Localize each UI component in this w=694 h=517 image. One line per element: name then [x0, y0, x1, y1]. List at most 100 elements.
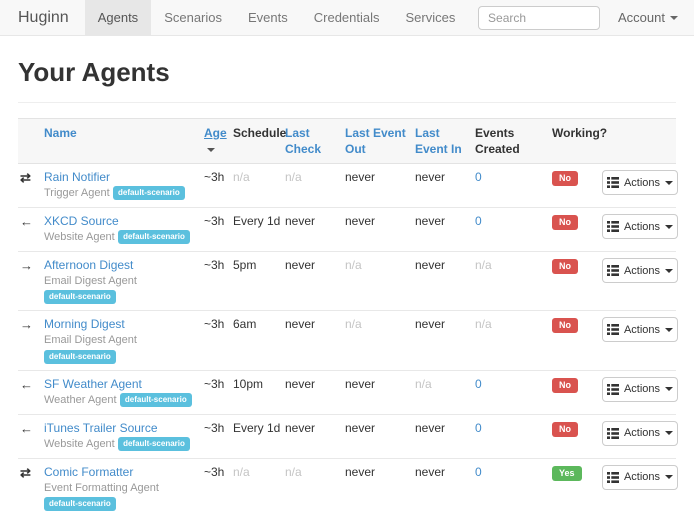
events-created-cell: 0: [473, 457, 550, 517]
th-list-icon: [606, 221, 619, 232]
working-cell: No: [550, 413, 602, 459]
th-list-icon: [606, 427, 619, 439]
last-event-in-cell: never: [413, 413, 473, 459]
arrow-left-icon: ←: [20, 420, 33, 436]
age-cell: ~3h: [202, 207, 231, 252]
scenario-badge[interactable]: default-scenario: [118, 436, 190, 451]
events-created-link[interactable]: 0: [475, 214, 482, 228]
chevron-down-icon: [665, 327, 674, 332]
chevron-down-icon: [665, 224, 674, 229]
col-header-age[interactable]: Age: [202, 118, 231, 164]
col-header-last-event-in[interactable]: Last Event In: [413, 118, 473, 164]
actions-button[interactable]: Actions: [602, 214, 678, 239]
account-menu[interactable]: Account: [618, 10, 678, 25]
col-header-last-check[interactable]: Last Check: [283, 118, 343, 164]
agent-name-link[interactable]: SF Weather Agent: [44, 376, 142, 391]
col-header-label: Last Event Out: [345, 126, 406, 156]
working-cell: No: [550, 250, 602, 311]
last-event-out-cell: n/a: [343, 250, 413, 311]
col-header-schedule: Schedule: [231, 118, 286, 164]
last-event-out-cell: never: [343, 457, 413, 517]
working-badge: No: [552, 421, 578, 437]
chevron-down-icon: [665, 268, 674, 273]
working-cell: No: [550, 310, 602, 371]
events-created-link[interactable]: 0: [475, 420, 482, 435]
agent-name-link[interactable]: Afternoon Digest: [44, 258, 134, 272]
search-input[interactable]: [478, 5, 601, 30]
working-cell: No: [550, 369, 602, 415]
actions-label: Actions: [623, 471, 661, 484]
last-event-in-cell: never: [413, 310, 473, 371]
events-created-link[interactable]: 0: [475, 376, 482, 391]
actions-label: Actions: [623, 383, 661, 396]
agent-row: ← XKCD Source Website Agent default-scen…: [18, 207, 678, 252]
agent-name-link[interactable]: XKCD Source: [44, 214, 119, 228]
actions-label: Actions: [623, 264, 661, 277]
nav-item-services[interactable]: Services: [405, 10, 456, 25]
working-cell: Yes: [550, 457, 602, 517]
actions-button[interactable]: Actions: [602, 376, 678, 402]
working-badge: No: [552, 318, 578, 334]
divider: [18, 102, 676, 103]
actions-cell: Actions: [602, 369, 678, 415]
actions-button[interactable]: Actions: [602, 420, 678, 446]
scenario-badge[interactable]: default-scenario: [44, 349, 116, 364]
working-badge: No: [552, 377, 578, 393]
scenario-badge[interactable]: default-scenario: [112, 186, 185, 201]
last-check-cell: never: [283, 413, 343, 459]
agent-type-label: Trigger Agent: [44, 187, 110, 199]
main-nav: Agents Scenarios Events Credentials Services: [84, 0, 469, 35]
arrow-right-icon: →: [20, 258, 33, 273]
schedule-cell: 5pm: [231, 250, 283, 311]
page-title: Your Agents: [18, 57, 170, 87]
last-check-cell: never: [283, 369, 343, 415]
actions-button[interactable]: Actions: [602, 170, 678, 195]
schedule-cell: Every 1d: [231, 207, 283, 252]
scenario-badge[interactable]: default-scenario: [118, 230, 190, 245]
actions-button[interactable]: Actions: [602, 317, 678, 343]
th-list-icon: [606, 471, 619, 483]
working-cell: No: [550, 207, 602, 252]
scenario-badge[interactable]: default-scenario: [119, 392, 192, 407]
actions-cell: Actions: [602, 164, 678, 208]
agent-name-link[interactable]: iTunes Trailer Source: [44, 420, 158, 435]
scenario-badge[interactable]: default-scenario: [44, 290, 116, 305]
agent-name-link[interactable]: Comic Formatter: [44, 464, 134, 479]
actions-button[interactable]: Actions: [602, 258, 678, 283]
col-header-name[interactable]: Name: [42, 118, 202, 164]
main-content: Your Agents Name Age Schedule Last Check Las…: [0, 56, 694, 517]
last-check-cell: n/a: [283, 457, 343, 517]
nav-item-agents[interactable]: Agents: [84, 0, 152, 35]
chevron-down-icon: [665, 387, 674, 392]
col-header-last-event-out[interactable]: Last Event Out: [343, 118, 413, 164]
agent-name-link[interactable]: Morning Digest: [44, 317, 125, 332]
actions-button[interactable]: Actions: [602, 464, 678, 490]
nav-item-credentials[interactable]: Credentials: [313, 10, 380, 25]
agent-row: → Morning Digest Email Digest Agent defa…: [18, 310, 678, 371]
last-event-in-cell: never: [413, 207, 473, 252]
table-header: Name Age Schedule Last Check Last Event Out L…: [18, 118, 676, 164]
chevron-down-icon: [670, 15, 678, 20]
scenario-badge[interactable]: default-scenario: [44, 496, 116, 511]
last-event-out-cell: never: [343, 207, 413, 252]
agent-name-link[interactable]: Rain Notifier: [44, 170, 111, 184]
events-created-cell: n/a: [473, 250, 550, 311]
schedule-cell: Every 1d: [231, 413, 283, 459]
col-header-label: Name: [44, 126, 77, 140]
events-created-link[interactable]: 0: [475, 464, 482, 479]
events-created-link[interactable]: 0: [475, 170, 482, 184]
agent-row: ⇄ Comic Formatter Event Formatting Agent…: [18, 457, 678, 517]
nav-item-scenarios[interactable]: Scenarios: [164, 10, 222, 25]
agent-type-label: Event Formatting Agent: [44, 481, 159, 494]
arrow-left-icon: ←: [20, 376, 33, 392]
actions-cell: Actions: [602, 457, 678, 517]
transfer-icon: ⇄: [20, 170, 31, 185]
actions-cell: Actions: [602, 207, 678, 252]
age-cell: ~3h: [202, 369, 231, 415]
actions-label: Actions: [623, 220, 661, 233]
sort-caret-icon: [207, 147, 215, 152]
nav-item-events[interactable]: Events: [248, 10, 288, 25]
actions-label: Actions: [623, 323, 661, 336]
chevron-down-icon: [665, 431, 674, 436]
brand-link[interactable]: Huginn: [18, 9, 69, 26]
